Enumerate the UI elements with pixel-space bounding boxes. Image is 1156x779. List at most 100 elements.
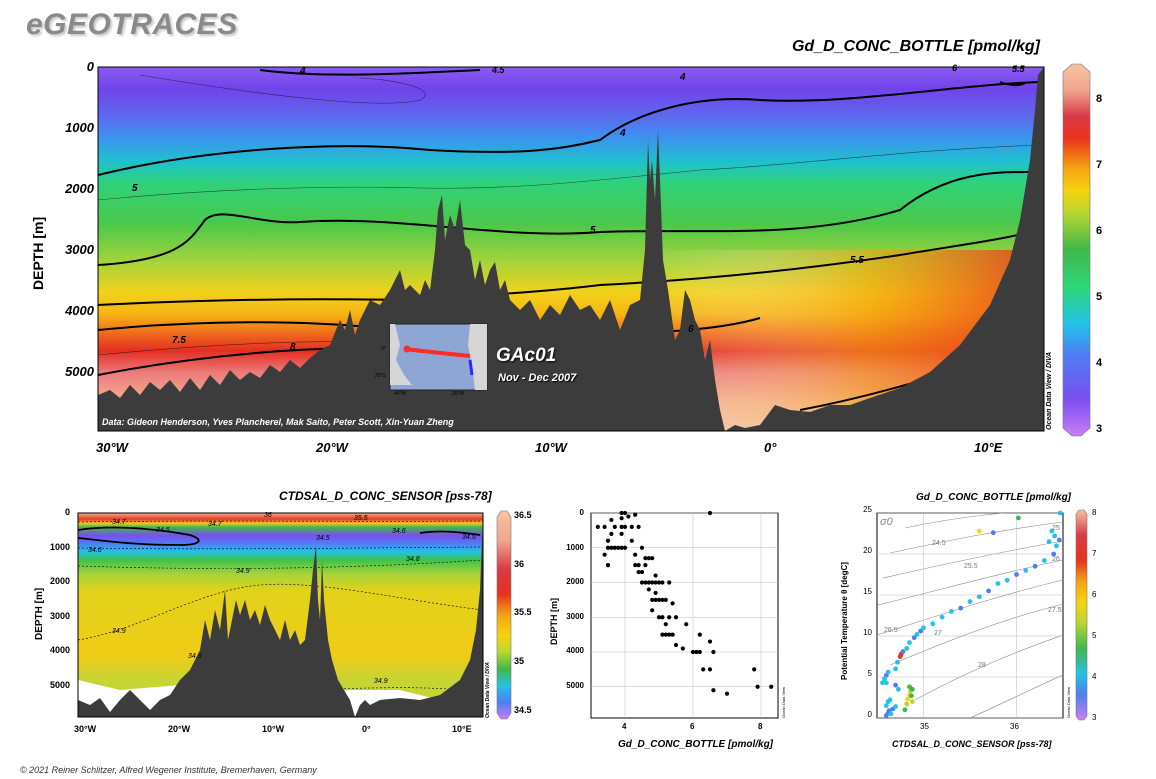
profile-point [602, 524, 607, 529]
profile-point [653, 590, 658, 596]
profile-point [643, 580, 648, 585]
profile-point [646, 580, 651, 585]
inset-lon-label: 20°W [452, 391, 465, 397]
profile-point [633, 512, 638, 517]
profile-point [656, 597, 662, 602]
isopycnal-label: 27.5 [1048, 607, 1062, 614]
profile-point [663, 632, 668, 637]
profile-point [707, 510, 713, 516]
contour-label: 34.5 [156, 527, 170, 534]
profile-point [619, 531, 624, 536]
profile-point [707, 667, 713, 672]
main-cbar-tick-4: 4 [1096, 357, 1103, 369]
ts-point [882, 676, 887, 682]
inset-map [389, 323, 488, 391]
ts-point [1056, 537, 1062, 543]
profile-point [622, 510, 628, 516]
contour-label: 34.7 [112, 519, 126, 526]
salinity-ytick: 0 [64, 507, 70, 517]
main-cbar-tick-5: 5 [1096, 291, 1103, 303]
salinity-ytick: 5000 [49, 680, 70, 690]
ts-point [1051, 551, 1057, 557]
ts-xtick: 36 [1010, 722, 1019, 731]
salinity-cbar-tick: 36.5 [514, 510, 532, 520]
main-xtick-1: 20°W [316, 440, 348, 455]
ts-point [976, 528, 982, 534]
contour-label: 34.9 [374, 678, 388, 685]
contour-label: 34.6 [392, 528, 406, 535]
profile-point [660, 632, 665, 637]
contour-label: 34.5 [462, 534, 476, 541]
ts-ytick: 10 [863, 628, 872, 637]
profile-point [752, 667, 757, 672]
salinity-ytick: 4000 [49, 645, 70, 655]
profile-point [619, 524, 624, 529]
contour-label: 34.9 [236, 568, 250, 575]
profile-point [612, 545, 617, 550]
ts-point [1049, 528, 1055, 534]
isopycnal-label: 25.5 [964, 563, 978, 570]
ts-cbar-tick: 5 [1092, 631, 1097, 640]
ts-point [1054, 543, 1059, 549]
ts-chart-title: Gd_D_CONC_BOTTLE [pmol/kg] [916, 492, 1072, 503]
ts-point [990, 530, 996, 536]
main-ytick-0: 0 [86, 59, 94, 74]
ts-cbar-tick: 3 [1092, 713, 1097, 722]
profile-point [711, 649, 716, 655]
ts-point [976, 594, 982, 600]
contour-label: 4.5 [492, 65, 505, 75]
main-cbar-tick-3: 3 [1096, 423, 1103, 435]
ts-point [939, 614, 945, 620]
contour-label: 5.5 [1012, 64, 1025, 74]
ts-point [900, 649, 906, 654]
main-ytick-2: 2000 [65, 181, 94, 196]
main-xtick-2: 10°W [535, 440, 567, 455]
footer-copyright: © 2021 Reiner Schlitzer, Alfred Wegener … [20, 765, 317, 775]
salinity-cbar-tick: 34.5 [514, 705, 532, 715]
profile-xtick: 4 [622, 722, 627, 731]
salinity-ytick: 2000 [49, 576, 70, 586]
profile-point [622, 524, 628, 529]
ts-point [1014, 572, 1019, 577]
profile-point [707, 639, 713, 644]
salinity-cbar-tick: 35.5 [514, 607, 532, 617]
profile-point [602, 552, 607, 557]
profile-point [609, 531, 614, 536]
contour-label: 34.9 [188, 653, 202, 660]
ts-point [893, 666, 898, 672]
contour-label: 34.7 [208, 521, 222, 528]
contour-label: 34.9 [112, 628, 126, 635]
main-xtick-3: 0° [764, 440, 777, 455]
profile-point [605, 538, 611, 543]
profile-point [769, 684, 774, 689]
isopycnal-label: 26 [1052, 556, 1060, 563]
ts-point [1015, 515, 1021, 521]
ts-ylabel: Potential Temperature θ [degC] [840, 562, 849, 680]
profile-point [639, 545, 645, 550]
profile-point [653, 580, 658, 585]
ts-ytick: 25 [863, 505, 872, 514]
ts-point [958, 605, 964, 611]
profile-point [670, 632, 675, 637]
ts-ytick: 0 [867, 710, 872, 719]
inset-lat-label: 0° [381, 346, 386, 352]
profile-point [697, 649, 702, 655]
main-chart-title: Gd_D_CONC_BOTTLE [pmol/kg] [791, 38, 1040, 55]
profile-point [626, 514, 631, 519]
ts-point [880, 680, 885, 686]
contour-label: 6 [952, 63, 958, 73]
ts-point [995, 581, 1001, 586]
profile-point [619, 545, 624, 550]
salinity-xtick: 10°E [452, 724, 472, 734]
ts-xtick: 35 [920, 722, 929, 731]
ts-point [911, 635, 917, 641]
ts-point [893, 682, 898, 688]
main-cbar-tick-7: 7 [1096, 159, 1103, 171]
main-cbar-tick-8: 8 [1096, 93, 1103, 105]
contour-label: 6 [688, 324, 694, 335]
contour-label: 5.5 [850, 255, 864, 266]
contour-label: 5 [590, 225, 596, 236]
profile-point [609, 517, 614, 523]
ts-point [907, 640, 912, 645]
